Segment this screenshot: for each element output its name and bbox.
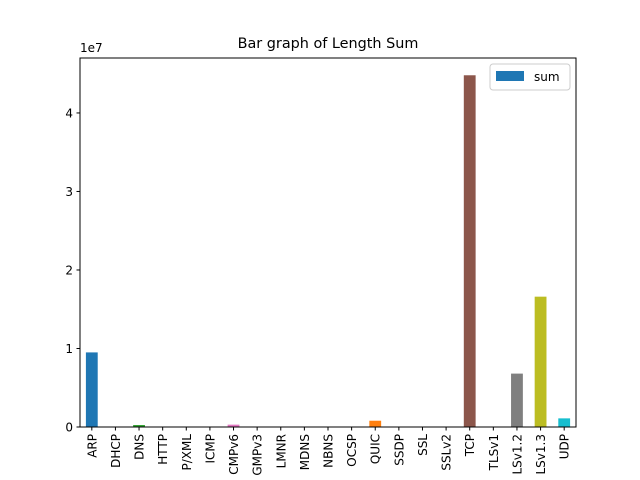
x-tick-label: MDNS [298, 434, 312, 470]
y-tick-label: 3 [65, 185, 73, 199]
y-tick-label: 4 [65, 106, 73, 120]
x-tick-label: HTTP [156, 434, 170, 465]
bar-quic [369, 420, 382, 427]
x-tick-label: TLSv1 [487, 434, 501, 471]
x-tick-label: ICMP [203, 434, 217, 464]
bar-arp [85, 352, 98, 427]
x-tick-label: LMNR [274, 434, 288, 468]
y-tick-label: 0 [65, 421, 73, 435]
x-tick-label: SSDP [392, 434, 406, 466]
x-tick-label: CMPv6 [227, 434, 241, 475]
legend-swatch [496, 71, 524, 81]
x-tick-label: ARP [85, 434, 99, 458]
x-tick-label: TCP [463, 434, 477, 457]
bar-lsv1-3 [534, 296, 547, 427]
plot-frame [79, 57, 577, 428]
chart-title: Bar graph of Length Sum [238, 36, 419, 52]
x-tick-label: UDP [558, 434, 572, 459]
legend: sum [489, 63, 571, 91]
bar-udp [558, 418, 571, 427]
bars-group [85, 75, 571, 428]
x-tick-label: NBNS [322, 434, 336, 468]
x-tick-label: QUIC [369, 434, 383, 464]
legend-box [489, 63, 571, 91]
legend-label: sum [534, 70, 560, 84]
x-tick-label: DNS [133, 434, 147, 460]
x-tick-label: LSv1.3 [534, 434, 548, 475]
y-tick-label: 2 [65, 263, 73, 277]
bar-dns [133, 425, 145, 427]
y-axis-multiplier: 1e7 [80, 41, 103, 55]
x-tick-label: SSLv2 [440, 434, 454, 471]
x-tick-label: SSL [416, 434, 430, 456]
x-tick-label: P/XML [180, 434, 194, 471]
x-tick-label: OCSP [345, 434, 359, 467]
bar-cmpv6 [227, 424, 240, 427]
x-tick-label: GMPv3 [251, 434, 265, 476]
x-tick-label: LSv1.2 [510, 434, 524, 475]
x-axis: ARP DHCP DNS HTTP P/XML ICMP CMPv6 GMPv3 LMNR MDN… [85, 427, 572, 476]
bar-tcp [463, 75, 476, 428]
y-tick-label: 1 [65, 342, 73, 356]
bar-lsv1-2 [511, 373, 523, 427]
y-axis: 0 1 2 3 4 [65, 106, 80, 435]
x-tick-label: DHCP [109, 434, 123, 468]
